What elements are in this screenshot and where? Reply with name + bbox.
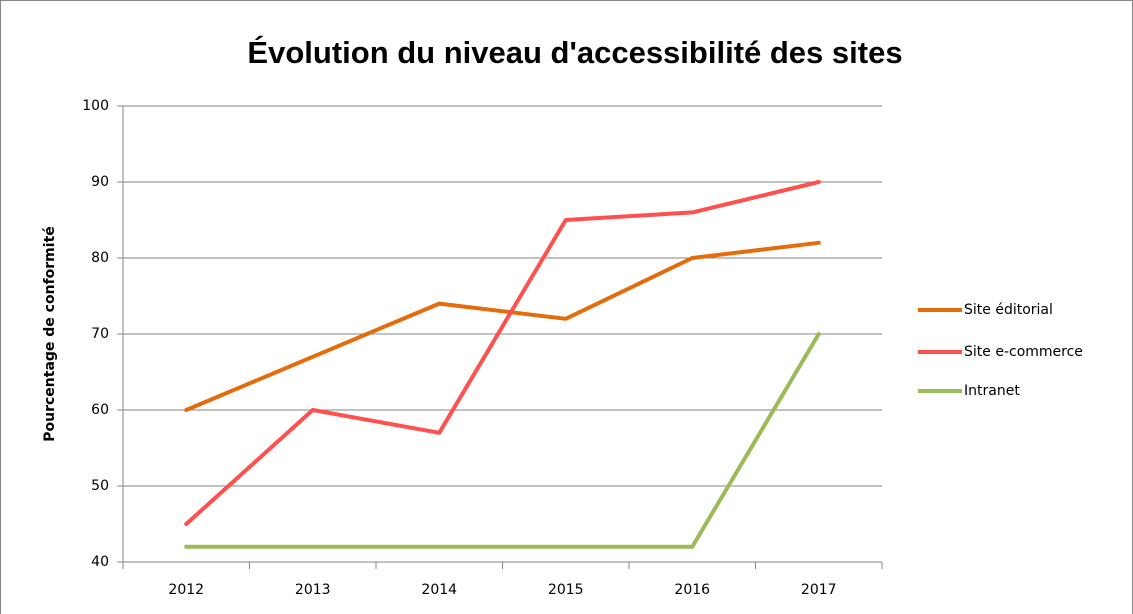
legend-label: Intranet [964, 383, 1020, 399]
y-tick-label: 100 [82, 98, 109, 114]
y-tick-label: 40 [91, 554, 109, 570]
x-tick-label: 2014 [421, 582, 457, 598]
x-tick-label: 2013 [295, 582, 331, 598]
x-tick-label: 2017 [801, 582, 837, 598]
y-tick-label: 70 [91, 326, 109, 342]
y-tick-label: 50 [91, 478, 109, 494]
y-tick-label: 90 [91, 174, 109, 190]
y-axis-title: Pourcentage de conformité [42, 226, 58, 442]
line-series [184, 180, 821, 526]
line-series [184, 240, 821, 412]
legend-label: Site éditorial [964, 302, 1053, 318]
legend-label: Site e-commerce [964, 344, 1083, 360]
x-tick-label: 2015 [548, 582, 584, 598]
chart-title: Évolution du niveau d'accessibilité des … [247, 35, 902, 70]
x-tick-label: 2012 [168, 582, 204, 598]
y-tick-label: 60 [91, 402, 109, 418]
line-series [184, 332, 821, 549]
x-tick-label: 2016 [674, 582, 710, 598]
y-tick-label: 80 [91, 250, 109, 266]
